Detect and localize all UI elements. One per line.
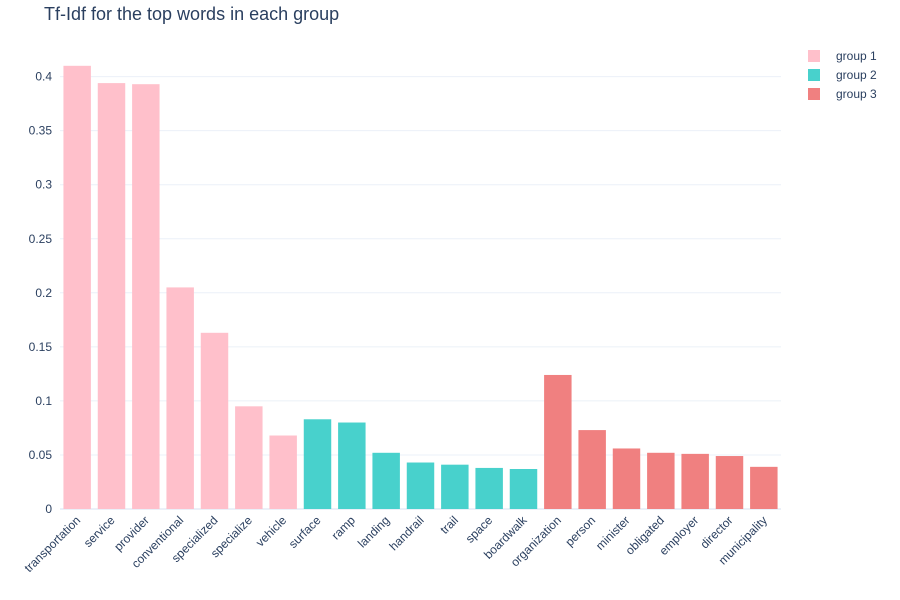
y-tick-label: 0.1 — [35, 394, 52, 408]
bar-organization[interactable] — [544, 374, 572, 509]
legend-item[interactable]: group 1 — [808, 46, 877, 65]
bar-space[interactable] — [475, 467, 503, 509]
legend-label: group 1 — [836, 48, 877, 63]
y-tick-label: 0.4 — [35, 70, 52, 84]
legend-swatch — [808, 87, 820, 100]
bar-obligated[interactable] — [647, 452, 675, 509]
bar-municipality[interactable] — [750, 466, 778, 509]
y-tick-label: 0.35 — [29, 124, 53, 138]
bar-trail[interactable] — [441, 464, 469, 509]
bar-boardwalk[interactable] — [509, 469, 538, 509]
x-tick-label: space — [463, 513, 496, 546]
bar-person[interactable] — [578, 430, 606, 509]
y-tick-label: 0.15 — [29, 340, 53, 354]
x-tick-label: ramp — [329, 513, 358, 542]
legend-label: group 2 — [836, 67, 877, 82]
bar-landing[interactable] — [372, 452, 400, 509]
bar-service[interactable] — [97, 83, 126, 509]
bar-director[interactable] — [715, 456, 744, 509]
y-tick-label: 0.05 — [29, 448, 53, 462]
legend-swatch — [808, 49, 820, 62]
x-tick-label: trail — [437, 513, 461, 537]
bar-conventional[interactable] — [166, 287, 194, 509]
x-tick-label: handrail — [387, 513, 427, 553]
y-tick-label: 0.3 — [35, 178, 52, 192]
bar-provider[interactable] — [132, 84, 160, 509]
bars-layer — [63, 65, 778, 510]
chart-title: Tf-Idf for the top words in each group — [44, 4, 340, 24]
bar-vehicle[interactable] — [269, 435, 297, 509]
x-axis: transportationserviceproviderconventiona… — [21, 513, 769, 575]
legend-item[interactable]: group 2 — [808, 65, 877, 84]
bar-ramp[interactable] — [338, 422, 366, 509]
legend-swatch — [808, 68, 820, 81]
legend[interactable]: group 1 group 2 group 3 — [808, 46, 877, 103]
y-tick-label: 0 — [45, 502, 52, 516]
x-tick-label: transportation — [21, 513, 83, 575]
y-tick-label: 0.25 — [29, 232, 53, 246]
bar-transportation[interactable] — [63, 65, 91, 510]
bar-employer[interactable] — [681, 453, 709, 509]
x-tick-label: surface — [286, 513, 324, 551]
y-tick-label: 0.2 — [35, 286, 52, 300]
bar-specialized[interactable] — [200, 332, 229, 509]
y-axis: 0 0.05 0.1 0.15 0.2 0.25 0.3 0.35 0.4 — [29, 70, 53, 516]
bar-surface[interactable] — [303, 419, 332, 509]
legend-label: group 3 — [836, 86, 877, 101]
bar-handrail[interactable] — [406, 462, 435, 509]
x-tick-label: vehicle — [253, 513, 290, 550]
bar-specialize[interactable] — [235, 406, 263, 509]
bar-minister[interactable] — [612, 448, 641, 509]
legend-item[interactable]: group 3 — [808, 84, 877, 103]
